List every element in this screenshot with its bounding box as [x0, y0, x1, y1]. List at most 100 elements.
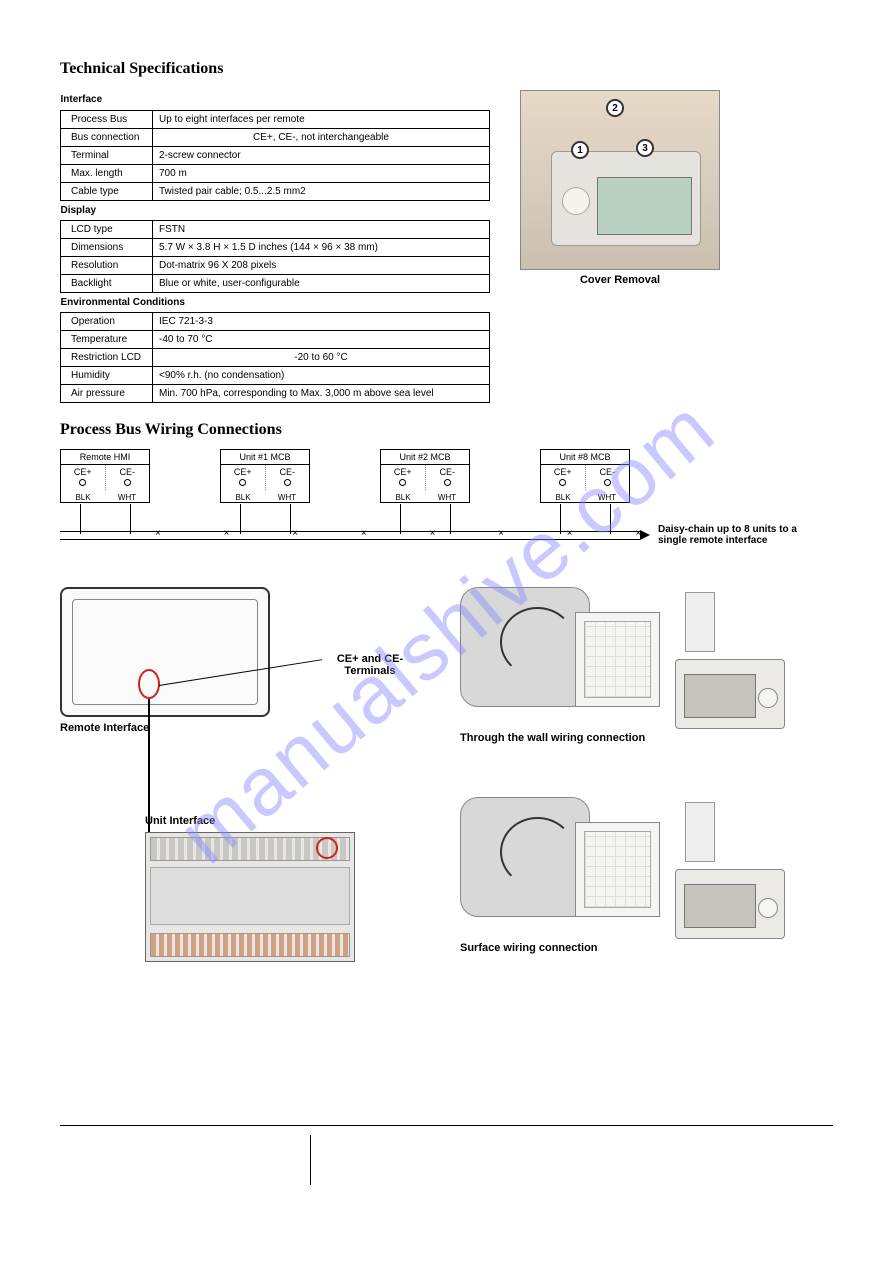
spec-row: Dimensions5.7 W × 3.8 H × 1.5 D inches (…	[61, 238, 490, 256]
spec-row: Air pressureMin. 700 hPa, corresponding …	[61, 384, 490, 402]
node-terminal-right: CE-	[426, 465, 470, 490]
device-screen-front-2	[684, 884, 756, 928]
spec-row: OperationIEC 721-3-3	[61, 312, 490, 330]
specifications-table: InterfaceProcess BusUp to eight interfac…	[60, 90, 490, 403]
spec-label: Temperature	[61, 330, 153, 348]
wiring-node: Unit #1 MCBCE+CE-BLKWHT	[220, 449, 310, 503]
surface-caption: Surface wiring connection	[460, 942, 598, 954]
lower-section: Remote Interface CE+ and CE- Terminals U…	[60, 587, 833, 1107]
spec-value: Dot-matrix 96 X 208 pixels	[153, 256, 490, 274]
spec-row: Restriction LCD-20 to 60 °C	[61, 348, 490, 366]
top-section: InterfaceProcess BusUp to eight interfac…	[60, 90, 833, 403]
cover-removal-photo: 1 2 3	[520, 90, 720, 270]
spec-label: Humidity	[61, 366, 153, 384]
spec-label: Resolution	[61, 256, 153, 274]
spec-value: 700 m	[153, 164, 490, 182]
node-wire-right: WHT	[585, 491, 629, 502]
spec-value: 5.7 W × 3.8 H × 1.5 D inches (144 × 96 ×…	[153, 238, 490, 256]
node-drop-line	[130, 504, 131, 534]
spec-row: Temperature-40 to 70 °C	[61, 330, 490, 348]
ce-label-line1: CE+ and CE-	[337, 653, 403, 665]
spec-value: -40 to 70 °C	[153, 330, 490, 348]
spec-row: Max. length700 m	[61, 164, 490, 182]
node-drop-line	[560, 504, 561, 534]
spec-label: Operation	[61, 312, 153, 330]
spec-label: Terminal	[61, 146, 153, 164]
node-drop-line	[450, 504, 451, 534]
device-screen	[597, 177, 692, 235]
remote-interface-label: Remote Interface	[60, 722, 149, 734]
spec-value: Twisted pair cable; 0.5...2.5 mm2	[153, 182, 490, 200]
spec-label: Cable type	[61, 182, 153, 200]
bus-line-bottom	[60, 539, 640, 540]
unit-bottom-terminals	[150, 933, 350, 957]
cover-removal-block: 1 2 3 Cover Removal	[520, 90, 720, 286]
unit-interface-label: Unit Interface	[145, 815, 215, 827]
device-dial	[562, 187, 590, 215]
node-drop-line	[610, 504, 611, 534]
spec-value: Blue or white, user-configurable	[153, 274, 490, 292]
twist-marks: × × × × × × × ×	[155, 528, 671, 539]
spec-label: Backlight	[61, 274, 153, 292]
spec-value: 2-screw connector	[153, 146, 490, 164]
node-wire-left: BLK	[221, 491, 265, 502]
spec-value: IEC 721-3-3	[153, 312, 490, 330]
spec-row: Humidity<90% r.h. (no condensation)	[61, 366, 490, 384]
node-terminal-left: CE+	[381, 465, 426, 490]
node-terminal-left: CE+	[61, 465, 106, 490]
ce-terminals-label: CE+ and CE- Terminals	[320, 653, 420, 677]
device-screen-front	[684, 674, 756, 718]
node-title: Remote HMI	[61, 450, 149, 465]
terminal-highlight-circle-1	[138, 669, 160, 699]
node-wire-left: BLK	[381, 491, 425, 502]
node-drop-line	[290, 504, 291, 534]
node-terminal-left: CE+	[541, 465, 586, 490]
device-front-illustration-2	[675, 869, 785, 939]
spec-section-header: Interface	[61, 90, 490, 110]
spec-value: CE+, CE-, not interchangeable	[153, 128, 490, 146]
node-wire-left: BLK	[61, 491, 105, 502]
spec-row: Bus connectionCE+, CE-, not interchangea…	[61, 128, 490, 146]
footer-rule	[60, 1125, 833, 1126]
spec-row: Terminal2-screw connector	[61, 146, 490, 164]
node-terminal-right: CE-	[586, 465, 630, 490]
technical-specifications-heading: Technical Specifications	[60, 60, 833, 78]
wiring-diagram: × × × × × × × × Daisy-chain up to 8 unit…	[60, 449, 820, 579]
surface-wiring-photo: Surface wiring connection	[460, 797, 790, 937]
node-terminal-left: CE+	[221, 465, 266, 490]
node-terminal-right: CE-	[266, 465, 310, 490]
daisy-chain-text: Daisy-chain up to 8 units to a single re…	[658, 524, 828, 546]
device-knob-front-2	[758, 898, 778, 918]
spec-label: Bus connection	[61, 128, 153, 146]
cover-removal-caption: Cover Removal	[520, 274, 720, 286]
node-wire-right: WHT	[265, 491, 309, 502]
node-drop-line	[400, 504, 401, 534]
node-wire-left: BLK	[541, 491, 585, 502]
node-title: Unit #1 MCB	[221, 450, 309, 465]
node-wire-right: WHT	[105, 491, 149, 502]
wiring-node: Unit #2 MCBCE+CE-BLKWHT	[380, 449, 470, 503]
spec-row: ResolutionDot-matrix 96 X 208 pixels	[61, 256, 490, 274]
node-drop-line	[80, 504, 81, 534]
ce-label-line2: Terminals	[344, 665, 395, 677]
node-title: Unit #2 MCB	[381, 450, 469, 465]
spec-row: Process BusUp to eight interfaces per re…	[61, 110, 490, 128]
device-knob-front	[758, 688, 778, 708]
spec-section-header: Display	[61, 200, 490, 220]
side-bracket-illustration-2	[685, 802, 715, 862]
wire-illustration	[500, 607, 575, 677]
process-bus-heading: Process Bus Wiring Connections	[60, 421, 833, 439]
footer-divider	[310, 1135, 311, 1185]
spec-row: BacklightBlue or white, user-configurabl…	[61, 274, 490, 292]
wire-illustration-2	[500, 817, 575, 887]
device-front-illustration	[675, 659, 785, 729]
spec-value: Min. 700 hPa, corresponding to Max. 3,00…	[153, 384, 490, 402]
node-wire-right: WHT	[425, 491, 469, 502]
spec-label: Max. length	[61, 164, 153, 182]
daisy-arrow-icon	[640, 530, 650, 540]
wiring-node: Remote HMICE+CE-BLKWHT	[60, 449, 150, 503]
node-title: Unit #8 MCB	[541, 450, 629, 465]
spec-row: LCD typeFSTN	[61, 220, 490, 238]
remote-interface-illustration	[60, 587, 270, 717]
side-bracket-illustration	[685, 592, 715, 652]
